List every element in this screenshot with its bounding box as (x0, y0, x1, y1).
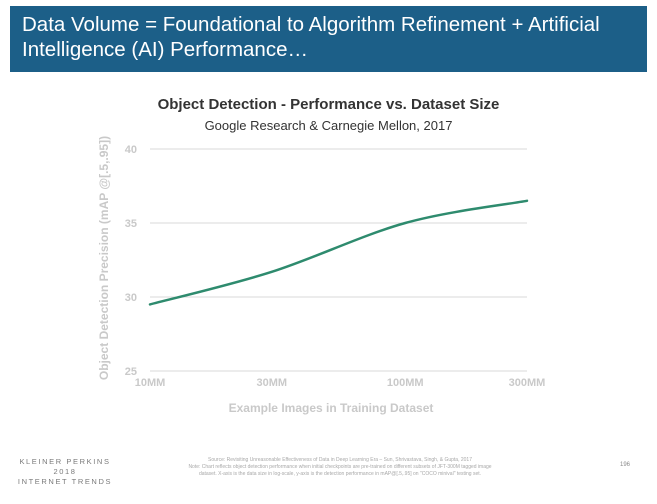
source-line-3: dataset. X-axis is the data size in log-… (198, 471, 482, 477)
y-tick-label: 30 (125, 292, 137, 304)
x-axis-title: Example Images in Training Dataset (229, 401, 434, 415)
source-line-1: Source: Revisiting Unreasonable Effectiv… (208, 457, 472, 463)
source-note: Source: Revisiting Unreasonable Effectiv… (140, 457, 540, 478)
y-tick-label: 40 (125, 144, 137, 156)
y-tick-labels: 25 30 35 40 (125, 144, 137, 378)
header-band: Data Volume = Foundational to Algorithm … (10, 6, 647, 72)
kleiner-perkins-logo: KLEINER PERKINS 2018 INTERNET TRENDS (10, 457, 120, 487)
chart-title: Object Detection - Performance vs. Datas… (157, 96, 500, 113)
series-layer (148, 199, 529, 306)
x-tick-label: 300MM (509, 377, 546, 389)
logo-line-3: INTERNET TRENDS (17, 477, 113, 486)
logo-line-1: KLEINER PERKINS (19, 457, 111, 466)
chart-subtitle: Google Research & Carnegie Mellon, 2017 (204, 118, 453, 133)
series-line (148, 199, 529, 306)
gridlines (150, 148, 527, 372)
y-axis-title: Object Detection Precision (mAP @[.5,.95… (97, 136, 111, 380)
slide-title: Data Volume = Foundational to Algorithm … (22, 13, 600, 61)
logo-line-2: 2018 (53, 467, 77, 476)
page-number: 196 (620, 462, 631, 468)
x-tick-labels: 10MM 30MM 100MM 300MM (135, 377, 546, 389)
x-tick-label: 30MM (256, 377, 287, 389)
y-tick-label: 25 (125, 366, 137, 378)
source-line-2: Note: Chart reflects object detection pe… (188, 464, 492, 470)
y-tick-label: 35 (125, 218, 137, 230)
x-tick-label: 100MM (387, 377, 424, 389)
x-tick-label: 10MM (135, 377, 166, 389)
